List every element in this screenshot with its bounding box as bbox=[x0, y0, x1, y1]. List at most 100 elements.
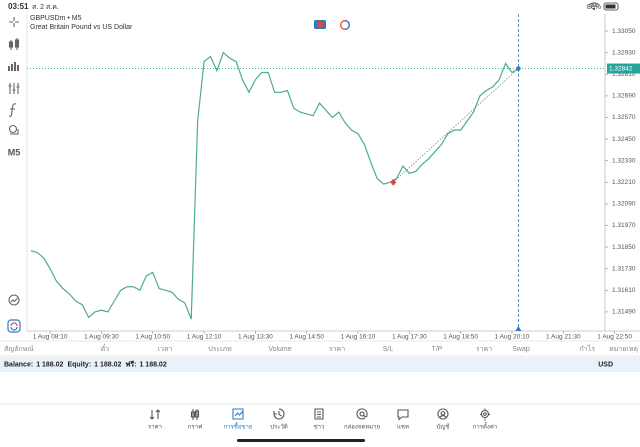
trade-close-marker bbox=[516, 66, 521, 71]
trade-levels-button-part[interactable] bbox=[344, 20, 350, 30]
nav-icon[interactable] bbox=[437, 408, 449, 420]
settings-tool-part[interactable] bbox=[9, 83, 19, 94]
one-click-trading-button[interactable] bbox=[314, 20, 326, 29]
bar-chart-tool-part[interactable] bbox=[14, 62, 16, 71]
chart-title: GBPUSDm • M5 bbox=[30, 15, 82, 22]
balance-row bbox=[0, 357, 640, 372]
y-tick-label: 1.32450 bbox=[612, 136, 636, 143]
nav-label[interactable]: ราคา bbox=[148, 424, 162, 431]
nav-icon[interactable] bbox=[190, 409, 200, 420]
bar-chart-tool-part[interactable] bbox=[11, 64, 13, 71]
chart-type-tool[interactable] bbox=[8, 38, 20, 50]
plot-area: 1.33050 1.32930 1.32810 1.32690 1.32570 1.324… bbox=[27, 14, 640, 341]
nav-item[interactable]: ข่าว bbox=[314, 408, 325, 431]
nav-icon[interactable] bbox=[480, 408, 490, 421]
trade-tool-part[interactable] bbox=[10, 322, 18, 327]
signals-tool-part[interactable] bbox=[8, 294, 20, 306]
indicators-tool[interactable] bbox=[8, 103, 17, 117]
y-tick-label: 1.32810 bbox=[612, 71, 636, 78]
chart-type-tool-part[interactable] bbox=[8, 41, 14, 48]
nav-icon[interactable] bbox=[232, 408, 244, 420]
x-tick-label: 1 Aug 22:50 bbox=[597, 334, 632, 341]
nav-label[interactable]: ข่าว bbox=[314, 424, 325, 431]
table-header: สัญลักษณ์ ตั๋ว เวลา ประเภท Volume ราคา S/L T/P ร… bbox=[4, 344, 638, 353]
account-label: Equity: bbox=[67, 361, 91, 368]
column-header: เวลา bbox=[158, 346, 173, 353]
y-tick-label: 1.31970 bbox=[612, 222, 636, 229]
bar-chart-tool[interactable] bbox=[8, 62, 19, 71]
y-tick-label: 1.32930 bbox=[612, 49, 636, 56]
account-value: 1 188.02 bbox=[94, 361, 121, 368]
trade-line bbox=[393, 68, 519, 183]
y-tick-label: 1.32570 bbox=[612, 114, 636, 121]
bar-chart-tool-part[interactable] bbox=[17, 65, 19, 71]
nav-icon[interactable] bbox=[356, 408, 368, 420]
nav-item[interactable]: บัญชี bbox=[437, 408, 450, 431]
x-tick-label: 1 Aug 14:50 bbox=[289, 334, 324, 341]
x-tick-label: 1 Aug 09:30 bbox=[84, 334, 119, 341]
settings-tool[interactable] bbox=[8, 83, 20, 94]
settings-tool-part[interactable] bbox=[8, 85, 20, 91]
account-label: Balance: bbox=[4, 361, 33, 368]
column-header: Volume bbox=[268, 346, 291, 353]
nav-label[interactable]: การซื้อขาย bbox=[224, 421, 253, 431]
nav-icon[interactable] bbox=[149, 409, 161, 420]
y-tick-label: 1.31730 bbox=[612, 265, 636, 272]
signals-tool[interactable] bbox=[8, 294, 20, 306]
nav-label[interactable]: กล่องจดหมาย bbox=[344, 424, 380, 431]
column-header: ประเภท bbox=[208, 346, 232, 353]
trade-open-marker bbox=[390, 178, 397, 186]
nav-item[interactable]: ราคา bbox=[148, 409, 162, 431]
trade-tool[interactable] bbox=[7, 319, 21, 333]
crosshair-tool[interactable] bbox=[9, 17, 19, 27]
x-tick-label: 1 Aug 16:10 bbox=[341, 334, 376, 341]
status-date: ส. 2 ส.ค. bbox=[32, 4, 59, 11]
account-value: 1 188.02 bbox=[139, 361, 166, 368]
nav-label[interactable]: บัญชี bbox=[437, 423, 450, 431]
status-time: 03:51 bbox=[8, 2, 29, 11]
nav-label[interactable]: ประวัติ bbox=[270, 424, 288, 431]
y-tick-label: 1.32690 bbox=[612, 93, 636, 100]
objects-tool[interactable] bbox=[8, 124, 19, 135]
one-click-trading-button-part[interactable] bbox=[317, 22, 323, 27]
nav-item[interactable]: ประวัติ bbox=[270, 408, 288, 431]
y-tick-label: 1.31610 bbox=[612, 287, 636, 294]
nav-label[interactable]: แชท bbox=[397, 424, 409, 431]
x-tick-label: 1 Aug 17:30 bbox=[392, 334, 427, 341]
objects-tool-part[interactable] bbox=[10, 129, 19, 135]
y-tick-label: 1.33050 bbox=[612, 28, 636, 35]
column-header: กำไร bbox=[580, 344, 596, 353]
x-tick-label: 1 Aug 12:10 bbox=[187, 334, 222, 341]
objects-tool-part[interactable] bbox=[8, 124, 18, 134]
nav-item[interactable]: กราฟ bbox=[188, 409, 202, 431]
trade-levels-button[interactable] bbox=[340, 20, 350, 30]
nav-icon[interactable] bbox=[397, 409, 409, 421]
crosshair-tool-part[interactable] bbox=[9, 17, 19, 27]
timeframe-button[interactable]: M5 bbox=[8, 147, 21, 157]
nav-label[interactable]: การตั้งค่า bbox=[473, 421, 497, 431]
nav-label[interactable]: กราฟ bbox=[188, 424, 202, 431]
y-tick-label: 1.32090 bbox=[612, 201, 636, 208]
home-indicator bbox=[237, 439, 365, 442]
cursor-marker bbox=[515, 326, 522, 331]
nav-icon[interactable] bbox=[273, 408, 285, 420]
trade-tool-part[interactable] bbox=[10, 326, 18, 331]
nav-item[interactable]: แชท bbox=[397, 409, 409, 431]
nav-item[interactable]: การตั้งค่า bbox=[473, 408, 497, 431]
indicators-tool-part[interactable] bbox=[8, 103, 17, 117]
bar-chart-tool-part[interactable] bbox=[8, 66, 10, 71]
chart-subtitle: Great Britain Pound vs US Dollar bbox=[30, 24, 133, 31]
signals-tool-part[interactable] bbox=[10, 297, 18, 303]
wifi-icon bbox=[588, 2, 600, 10]
nav-icon[interactable] bbox=[314, 408, 324, 420]
account-label: ฟรี: bbox=[125, 360, 136, 368]
column-header: สัญลักษณ์ bbox=[4, 345, 34, 353]
current-price-box bbox=[607, 63, 640, 74]
wifi-icon-part bbox=[593, 8, 595, 10]
nav-item[interactable]: กล่องจดหมาย bbox=[344, 408, 380, 431]
account-summary: Balance: 1 188.02 Equity: 1 188.02 ฟรี: 1 188… bbox=[4, 360, 613, 368]
chart-type-tool-part[interactable] bbox=[14, 39, 20, 48]
nav-item[interactable]: การซื้อขาย bbox=[224, 408, 253, 431]
